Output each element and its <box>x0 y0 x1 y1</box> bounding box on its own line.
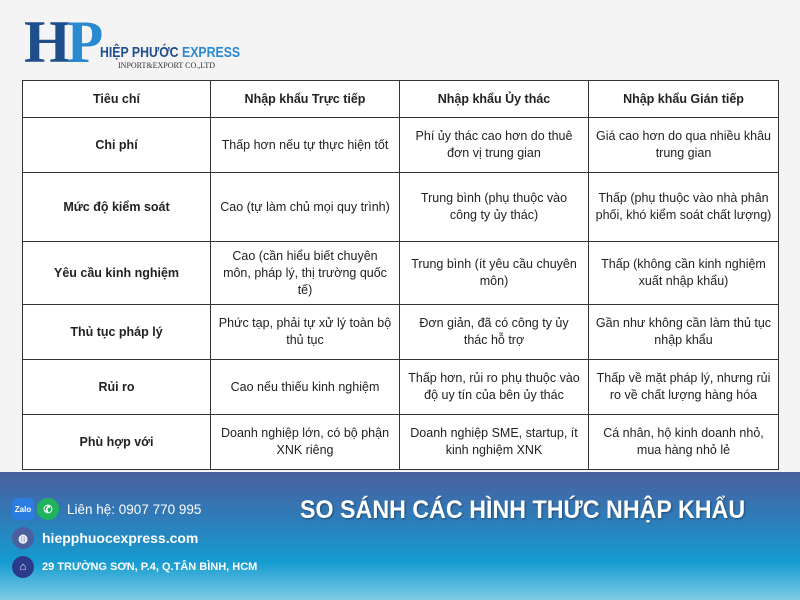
criterion-cell: Chi phí <box>22 117 211 173</box>
criterion-cell: Rủi ro <box>22 359 211 415</box>
table-row: Phù hợp với Doanh nghiệp lớn, có bộ phận … <box>22 414 779 470</box>
criterion-cell: Phù hợp với <box>22 414 211 470</box>
contact-phone[interactable]: Liên hệ: 0907 770 995 <box>67 501 202 517</box>
banner-title: SO SÁNH CÁC HÌNH THỨC NHẬP KHẨU <box>300 496 746 524</box>
column-header: Nhập khẩu Ủy thác <box>399 80 589 118</box>
address-text: 29 TRƯỜNG SƠN, P.4, Q.TÂN BÌNH, HCM <box>42 561 258 573</box>
table-cell: Đơn giản, đã có công ty ủy thác hỗ trợ <box>399 304 589 360</box>
criterion-cell: Yêu cầu kinh nghiệm <box>22 241 211 305</box>
logo-mark: HP <box>24 12 103 72</box>
table-cell: Thấp hơn, rủi ro phụ thuộc vào độ uy tín… <box>399 359 589 415</box>
globe-icon: ◍ <box>12 527 34 549</box>
table-header-row: Tiêu chí Nhập khẩu Trực tiếp Nhập khẩu Ủy … <box>22 80 779 118</box>
table-cell: Trung bình (phụ thuộc vào công ty ủy thá… <box>399 172 589 242</box>
table-cell: Cao nếu thiếu kinh nghiệm <box>210 359 400 415</box>
phone-icon[interactable]: ✆ <box>37 498 59 520</box>
table-cell: Doanh nghiệp lớn, có bộ phận XNK riêng <box>210 414 400 470</box>
column-header: Nhập khẩu Gián tiếp <box>588 80 779 118</box>
table-cell: Thấp (phụ thuộc vào nhà phân phối, khó k… <box>588 172 779 242</box>
column-header: Tiêu chí <box>22 80 211 118</box>
column-header: Nhập khẩu Trực tiếp <box>210 80 400 118</box>
brand-name-2: EXPRESS <box>182 44 241 61</box>
table-cell: Thấp về mặt pháp lý, nhưng rủi ro về chấ… <box>588 359 779 415</box>
table-cell: Trung bình (ít yêu cầu chuyên môn) <box>399 241 589 305</box>
home-icon: ⌂ <box>12 556 34 578</box>
table-cell: Cá nhân, hộ kinh doanh nhỏ, mua hàng nhỏ… <box>588 414 779 470</box>
table-cell: Gần như không cần làm thủ tục nhập khẩu <box>588 304 779 360</box>
table-cell: Giá cao hơn do qua nhiều khâu trung gian <box>588 117 779 173</box>
table-cell: Cao (cần hiểu biết chuyên môn, pháp lý, … <box>210 241 400 305</box>
zalo-icon[interactable]: Zalo <box>12 498 34 520</box>
table-cell: Doanh nghiệp SME, startup, ít kinh nghiệ… <box>399 414 589 470</box>
table-row: Yêu cầu kinh nghiệm Cao (cần hiểu biết ch… <box>22 241 779 305</box>
table-cell: Thấp (không cần kinh nghiệm xuất nhập kh… <box>588 241 779 305</box>
table-row: Mức độ kiểm soát Cao (tự làm chủ mọi quy … <box>22 172 779 242</box>
brand-name-1: HIỆP PHƯỚC <box>100 44 179 61</box>
website-link[interactable]: hiepphuocexpress.com <box>42 530 199 546</box>
table-row: Rủi ro Cao nếu thiếu kinh nghiệm Thấp hơn,… <box>22 359 779 415</box>
table-cell: Phức tạp, phải tự xử lý toàn bộ thủ tục <box>210 304 400 360</box>
table-cell: Thấp hơn nếu tự thực hiện tốt <box>210 117 400 173</box>
brand-name: HIỆP PHƯỚC EXPRESS <box>100 44 240 61</box>
logo-p: P <box>66 9 104 75</box>
company-logo: HP HIỆP PHƯỚC EXPRESS INPORT&EXPORT CO.,… <box>22 12 262 72</box>
criterion-cell: Thủ tục pháp lý <box>22 304 211 360</box>
comparison-table: Tiêu chí Nhập khẩu Trực tiếp Nhập khẩu Ủy … <box>22 80 779 470</box>
criterion-cell: Mức độ kiểm soát <box>22 172 211 242</box>
table-row: Thủ tục pháp lý Phức tạp, phải tự xử lý t… <box>22 304 779 360</box>
table-row: Chi phí Thấp hơn nếu tự thực hiện tốt Phí … <box>22 117 779 173</box>
table-cell: Phí ủy thác cao hơn do thuê đơn vị trung… <box>399 117 589 173</box>
table-cell: Cao (tự làm chủ mọi quy trình) <box>210 172 400 242</box>
footer-banner: SO SÁNH CÁC HÌNH THỨC NHẬP KHẨU Zalo ✆ L… <box>0 472 800 600</box>
brand-tagline: INPORT&EXPORT CO.,LTD <box>118 61 216 70</box>
logo-h: H <box>24 9 71 75</box>
